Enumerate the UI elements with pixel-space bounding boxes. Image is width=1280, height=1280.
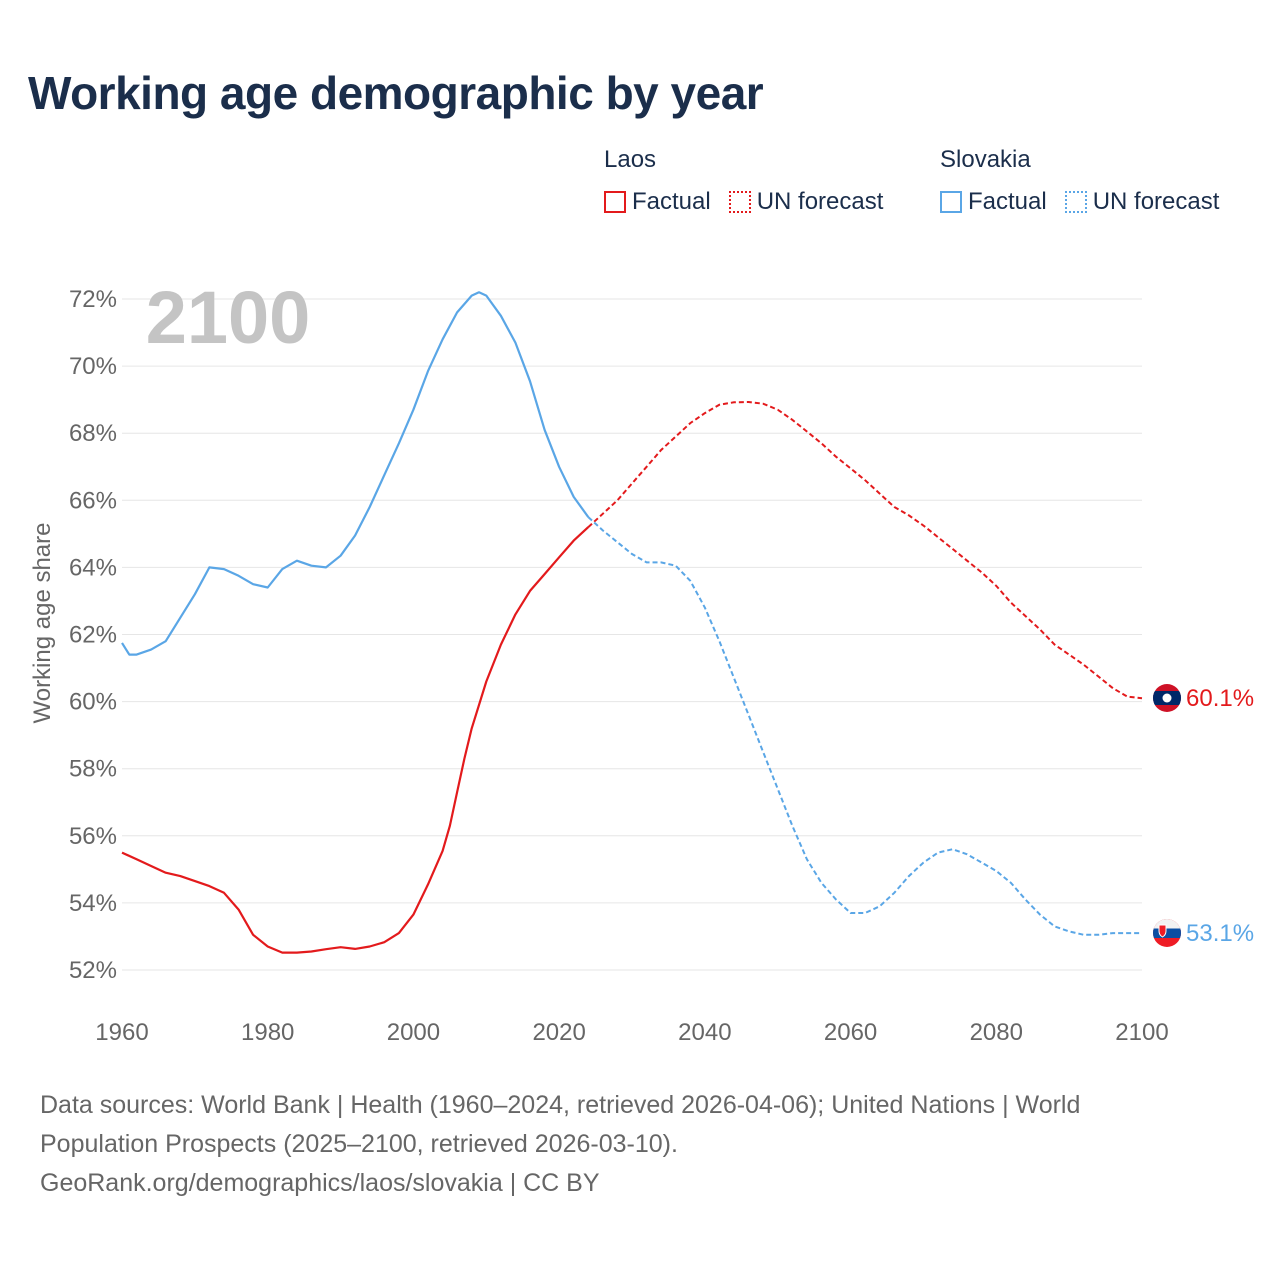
legend-item-laos-factual[interactable]: Factual [604, 188, 711, 216]
slovakia-flag-icon [1153, 919, 1181, 947]
y-tick-label: 64% [69, 554, 117, 581]
y-tick-label: 54% [69, 890, 117, 917]
series-line-laos-forecast[interactable] [587, 400, 1143, 700]
grid-lines [122, 298, 1142, 971]
end-label-laos: 60.1% [1186, 685, 1254, 712]
series-line-slovakia-factual[interactable] [121, 291, 590, 656]
y-tick-label: 56% [69, 823, 117, 850]
series-group: 60.1% 53.1% [121, 291, 1254, 954]
y-axis-label: Working age share [29, 523, 56, 724]
footer-line: Population Prospects (2025–2100, retriev… [40, 1130, 678, 1158]
chart-title: Working age demographic by year [28, 67, 764, 119]
laos-flag-icon [1153, 684, 1181, 712]
x-tick-label: 2000 [387, 1019, 440, 1046]
line-chart: 2100 52% 54% 56% 58% 60% 62% 64% 66% 68% 70% 72% 1… [29, 276, 1254, 1046]
legend-label: Factual [968, 188, 1047, 215]
legend-swatch-solid [940, 191, 962, 213]
legend-group-slovakia: Slovakia Factual UN forecast [940, 146, 1219, 216]
y-axis-ticks: 52% 54% 56% 58% 60% 62% 64% 66% 68% 70% 72% [69, 286, 117, 984]
x-tick-label: 2040 [678, 1019, 731, 1046]
y-tick-label: 58% [69, 756, 117, 783]
legend-group-name: Laos [604, 146, 657, 173]
y-tick-label: 68% [69, 420, 117, 447]
legend-swatch-dotted [728, 191, 751, 213]
legend-label: UN forecast [1092, 188, 1220, 215]
y-tick-label: 70% [69, 353, 117, 380]
x-tick-label: 2020 [532, 1019, 585, 1046]
legend-label: UN forecast [756, 188, 884, 215]
legend-item-slovakia-forecast[interactable]: UN forecast [1064, 188, 1220, 216]
legend-swatch-solid [604, 191, 626, 213]
x-axis-ticks: 1960 1980 2000 2020 2040 2060 2080 2100 [95, 1019, 1168, 1046]
x-tick-label: 2080 [970, 1019, 1023, 1046]
y-tick-label: 66% [69, 487, 117, 514]
y-tick-label: 72% [69, 286, 117, 313]
series-line-slovakia-forecast[interactable] [587, 516, 1142, 936]
legend-item-laos-forecast[interactable]: UN forecast [728, 188, 884, 216]
series-line-laos-factual[interactable] [121, 526, 590, 954]
legend-group-name: Slovakia [940, 146, 1031, 173]
legend-label: Factual [632, 188, 711, 215]
end-label-slovakia: 53.1% [1186, 920, 1254, 947]
legend-item-slovakia-factual[interactable]: Factual [940, 188, 1047, 216]
x-tick-label: 2100 [1115, 1019, 1168, 1046]
year-watermark: 2100 [146, 276, 311, 359]
x-tick-label: 1960 [95, 1019, 148, 1046]
x-tick-label: 1980 [241, 1019, 294, 1046]
legend-group-laos: Laos Factual UN forecast [604, 146, 883, 216]
y-tick-label: 62% [69, 622, 117, 649]
legend-swatch-dotted [1064, 191, 1087, 213]
footer-sources: Data sources: World Bank | Health (1960–… [40, 1086, 1200, 1203]
x-tick-label: 2060 [824, 1019, 877, 1046]
footer-line: Data sources: World Bank | Health (1960–… [40, 1091, 1081, 1119]
y-tick-label: 52% [69, 957, 117, 984]
footer-line: GeoRank.org/demographics/laos/slovakia |… [40, 1169, 600, 1197]
y-tick-label: 60% [69, 689, 117, 716]
